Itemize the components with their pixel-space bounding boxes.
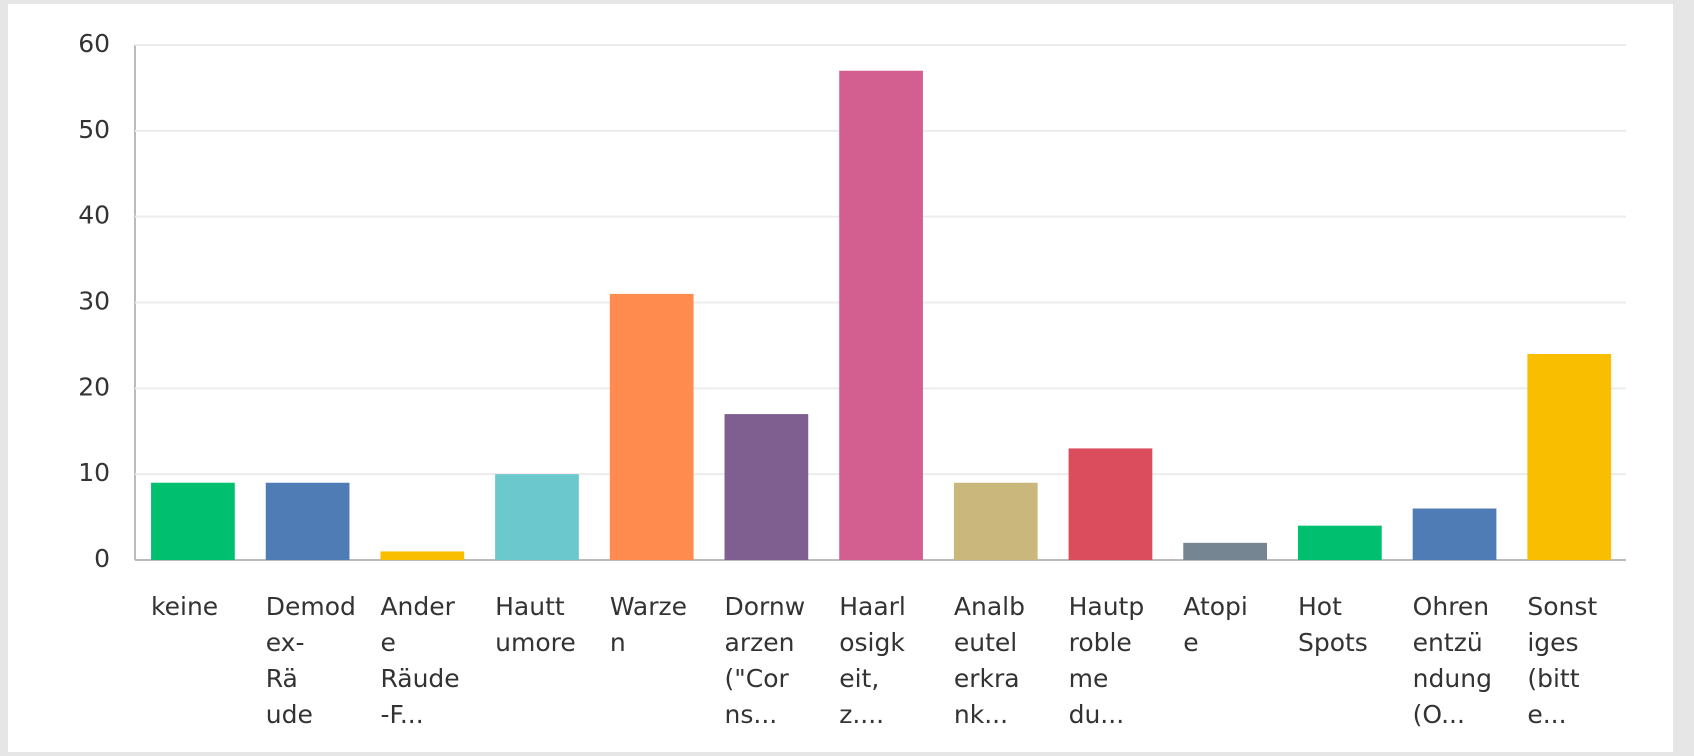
x-tick-label: Ohren entzü ndung (O... (1413, 592, 1492, 729)
bar (265, 482, 350, 560)
bar (724, 414, 809, 560)
bar (380, 551, 465, 560)
x-tick-label-line: ude (266, 700, 313, 729)
y-tick-label: 20 (78, 372, 110, 401)
x-tick-label-line: Hautt (495, 592, 565, 621)
y-tick-label: 30 (78, 287, 110, 316)
y-tick-label: 0 (94, 544, 110, 573)
bar (609, 293, 694, 560)
x-tick-label-line: Analb (954, 592, 1025, 621)
x-tick-label-line: arzen (725, 628, 795, 657)
x-tick-label-line: Haarl (839, 592, 906, 621)
x-tick-label: Ander e Räude -F... (380, 592, 459, 729)
x-tick-label-line: Demod (266, 592, 356, 621)
x-tick-label: Warze n (610, 592, 687, 657)
x-tick-label-line: eutel (954, 628, 1017, 657)
bar (1297, 525, 1382, 560)
x-tick-label-line: Atopi (1183, 592, 1248, 621)
x-tick-label-line: Sonst (1527, 592, 1597, 621)
x-tick-label-line: erkra (954, 664, 1020, 693)
x-tick-label-line: me (1069, 664, 1109, 693)
x-tick-label-line: entzü (1413, 628, 1483, 657)
x-tick-label-line: eit, (839, 664, 879, 693)
x-tick-label: Sonst iges (bitt e... (1527, 592, 1597, 729)
x-tick-label-line: Rä (266, 664, 298, 693)
x-tick-label-line: nk... (954, 700, 1008, 729)
x-tick-label-line: (O... (1413, 700, 1465, 729)
bar (495, 474, 579, 560)
x-tick-label: Hautp roble me du... (1069, 592, 1145, 729)
x-tick-label-line: keine (151, 592, 218, 621)
x-tick-label-line: osigk (839, 628, 905, 657)
x-tick-label-line: umore (495, 628, 576, 657)
x-tick-label-line: ns... (725, 700, 778, 729)
x-tick-label: Demod ex- Rä ude (266, 592, 356, 729)
x-tick-label-line: roble (1069, 628, 1132, 657)
x-tick-label-line: e (1183, 628, 1198, 657)
x-tick-label: keine (151, 592, 218, 621)
x-tick-label-line: -F... (380, 700, 423, 729)
bar (953, 482, 1038, 560)
x-tick-label: Hot Spots (1298, 592, 1368, 657)
x-tick-label: Hautt umore (495, 592, 576, 657)
x-tick-label-line: ("Cor (725, 664, 790, 693)
x-tick-label-line: (bitt (1527, 664, 1579, 693)
x-tick-label-line: Hot (1298, 592, 1342, 621)
x-tick-label: Haarl osigk eit, z.... (839, 592, 906, 729)
bar (1068, 448, 1153, 560)
x-tick-label: Atopi e (1183, 592, 1248, 657)
bar (1412, 508, 1497, 560)
x-tick-label-line: z.... (839, 700, 884, 729)
y-tick-label: 40 (78, 201, 110, 230)
x-tick-label-line: Hautp (1069, 592, 1145, 621)
x-tick-label-line: Ander (380, 592, 455, 621)
y-tick-label: 10 (78, 458, 110, 487)
x-tick-label-line: n (610, 628, 626, 657)
y-tick-label: 60 (78, 29, 110, 58)
x-tick-label: Analb eutel erkra nk... (954, 592, 1025, 729)
bar (1183, 542, 1268, 560)
x-tick-label-line: ex- (266, 628, 305, 657)
x-tick-label: Dornw arzen ("Cor ns... (725, 592, 806, 729)
bar (151, 482, 235, 560)
x-tick-label-line: Räude (380, 664, 459, 693)
bar (1527, 354, 1612, 560)
x-tick-label-line: iges (1527, 628, 1578, 657)
x-tick-label-line: Warze (610, 592, 687, 621)
x-tick-label-line: Spots (1298, 628, 1368, 657)
x-tick-label-line: Dornw (725, 592, 806, 621)
x-tick-label-line: ndung (1413, 664, 1492, 693)
x-tick-label-line: e (380, 628, 395, 657)
x-tick-label-line: e... (1527, 700, 1566, 729)
x-tick-label-line: Ohren (1413, 592, 1489, 621)
bar (839, 70, 923, 560)
x-tick-label-line: du... (1069, 700, 1125, 729)
y-tick-label: 50 (78, 115, 110, 144)
